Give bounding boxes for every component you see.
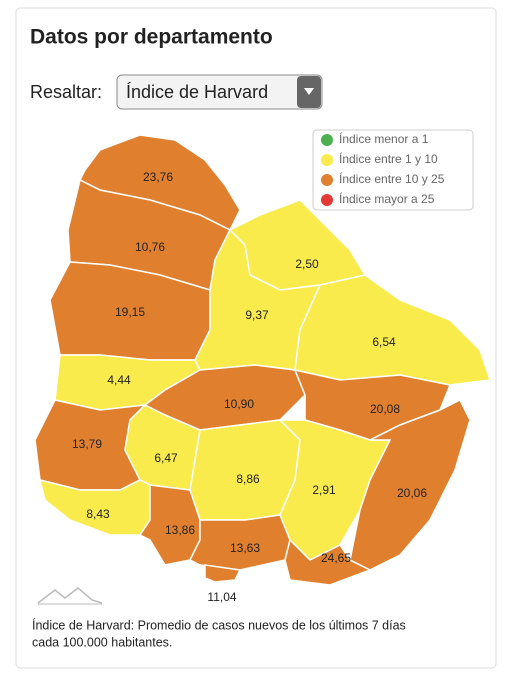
department-value: 9,37 (245, 308, 269, 322)
department-value: 20,06 (397, 486, 427, 500)
department-value: 6,54 (372, 335, 396, 349)
department-value: 8,86 (236, 472, 260, 486)
department-value: 13,79 (72, 437, 102, 451)
department-value: 20,08 (370, 402, 400, 416)
department-value: 2,50 (295, 257, 319, 271)
department-value: 19,15 (115, 305, 145, 319)
title: Datos por departamento (30, 26, 273, 49)
control-label: Resaltar: (30, 82, 102, 102)
legend-item: Índice entre 1 y 10 (339, 151, 438, 166)
department-value: 13,86 (165, 523, 195, 537)
department-value: 10,76 (135, 240, 165, 254)
logo (37, 587, 103, 604)
dropdown-value[interactable]: Índice de Harvard (126, 82, 268, 102)
department-value: 13,63 (230, 541, 260, 555)
legend-item: Índice menor a 1 (339, 131, 429, 146)
department-value: 23,76 (143, 170, 173, 184)
legend-item: Índice entre 10 y 25 (339, 171, 445, 186)
department-labels: 23,76 10,76 19,15 2,50 9,37 6,54 4,44 10… (72, 170, 427, 604)
department-value: 2,91 (312, 483, 336, 497)
department-value: 4,44 (107, 373, 131, 387)
legend-item: Índice mayor a 25 (339, 191, 435, 206)
department-value: 8,43 (86, 507, 110, 521)
map (34, 134, 492, 586)
dropdown[interactable]: Índice de Harvard (116, 74, 323, 110)
footnote: cada 100.000 habitantes. (32, 635, 172, 649)
department-value: 24,65 (321, 551, 351, 565)
department-value: 6,47 (154, 451, 178, 465)
legend: Índice menor a 1 Índice entre 1 y 10 Índ… (312, 129, 474, 211)
department-value: 11,04 (207, 590, 236, 604)
department-value: 10,90 (224, 397, 254, 411)
footnote: Índice de Harvard: Promedio de casos nue… (32, 617, 406, 632)
